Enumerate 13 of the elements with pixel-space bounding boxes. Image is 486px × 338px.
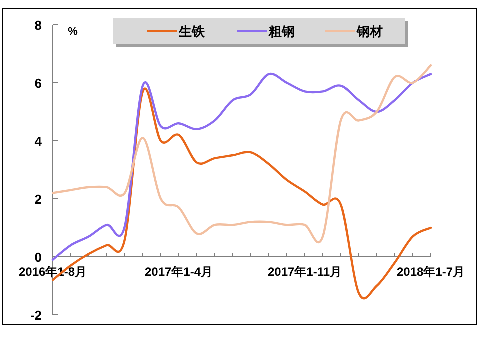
legend-label: 粗钢 — [268, 24, 295, 39]
y-tick-label: 2 — [34, 192, 42, 207]
y-tick-label: 8 — [34, 18, 42, 33]
y-tick-label: 6 — [34, 76, 42, 91]
x-tick-label: 2017年1-4月 — [144, 265, 214, 279]
y-tick-label: 0 — [34, 250, 42, 265]
y-tick-label: 4 — [34, 134, 43, 149]
x-tick-label: 2017年1-11月 — [268, 265, 342, 279]
y-axis-title: % — [68, 26, 78, 38]
legend-label: 生铁 — [178, 24, 206, 39]
x-tick-label: 2018年1-7月 — [396, 265, 466, 279]
y-tick-label: -2 — [30, 308, 42, 323]
legend-label: 钢材 — [356, 24, 383, 39]
